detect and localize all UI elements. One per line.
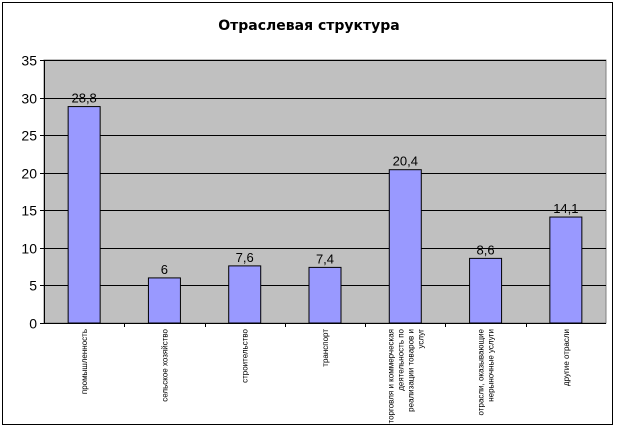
bar bbox=[228, 265, 262, 324]
data-label: 7,6 bbox=[236, 250, 254, 265]
x-category-label: сельское хозяйство bbox=[160, 328, 169, 401]
x-category-label: промышленность bbox=[80, 329, 89, 394]
data-label: 6 bbox=[161, 262, 168, 277]
x-category-label: реализации товаров и bbox=[406, 329, 415, 412]
data-label: 28,8 bbox=[71, 91, 96, 106]
data-label: 14,1 bbox=[553, 201, 578, 216]
y-tick-label: 35 bbox=[21, 53, 37, 69]
x-category-label: строительство bbox=[241, 328, 250, 382]
x-category-label: нерыночные услуги bbox=[487, 329, 496, 402]
y-tick-label: 5 bbox=[29, 278, 37, 294]
bar bbox=[469, 257, 503, 324]
chart-title: Отраслевая структура bbox=[218, 18, 399, 34]
x-category-label: другие отрасли bbox=[562, 329, 571, 386]
y-tick-label: 30 bbox=[21, 91, 37, 107]
y-tick-label: 10 bbox=[21, 241, 37, 257]
y-tick-label: 25 bbox=[21, 128, 37, 144]
bar-chart: Отраслевая структура 0 5 10 15 20 25 30 35 28,8 п… bbox=[21, 18, 607, 423]
x-category-label: деятельность по bbox=[396, 328, 405, 390]
y-tick-label: 0 bbox=[29, 316, 37, 332]
x-category-label: услуг bbox=[416, 329, 425, 349]
bar bbox=[67, 106, 101, 324]
y-tick-label: 20 bbox=[21, 166, 37, 182]
x-category-label: транспорт bbox=[321, 329, 330, 367]
bar bbox=[388, 169, 422, 324]
data-label: 20,4 bbox=[393, 154, 418, 169]
data-label: 7,4 bbox=[316, 251, 334, 266]
bar bbox=[308, 266, 342, 324]
y-tick-label: 15 bbox=[21, 203, 37, 219]
bar bbox=[549, 216, 583, 324]
chart-frame: Отраслевая структура 0 5 10 15 20 25 30 35 28,8 п… bbox=[2, 2, 613, 425]
x-category-label: отрасли, оказывающие bbox=[477, 328, 486, 415]
data-label: 8,6 bbox=[477, 242, 495, 257]
plot-area: 0 5 10 15 20 25 30 35 28,8 промышленность 6 сельско… bbox=[21, 53, 607, 423]
bar bbox=[147, 277, 181, 324]
x-category-label: торговля и коммерческая bbox=[386, 329, 395, 423]
